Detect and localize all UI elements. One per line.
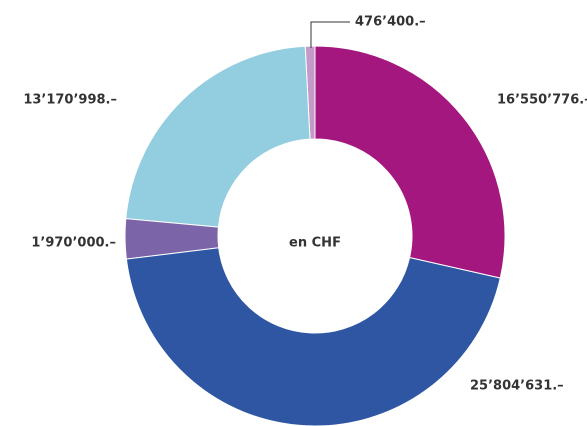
- value-label: 25’804’631.–: [470, 379, 564, 394]
- value-label: 476’400.–: [355, 15, 426, 30]
- center-label: en CHF: [289, 236, 341, 251]
- value-label: 1’970’000.–: [31, 236, 116, 251]
- value-label: 16’550’776.–: [497, 93, 587, 108]
- slice: [314, 45, 506, 279]
- slice: [124, 218, 220, 260]
- leader-line: [310, 21, 350, 48]
- slice: [125, 247, 501, 426]
- slice: [125, 45, 311, 228]
- value-label: 13’170’998.–: [23, 93, 117, 108]
